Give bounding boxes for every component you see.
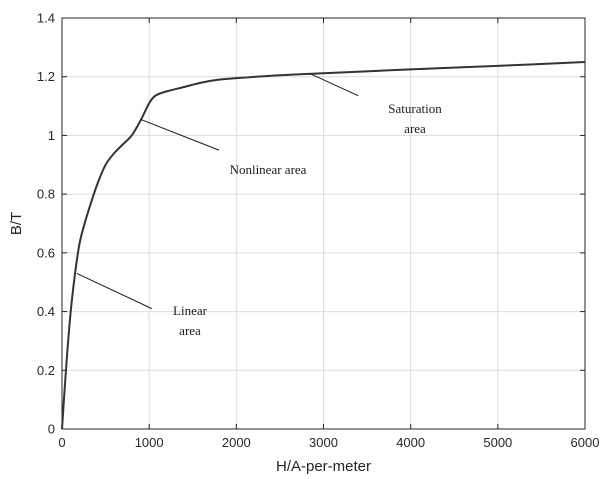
annotation-pointer [76,272,152,310]
y-tick-label: 0 [48,422,55,437]
x-tick-label: 4000 [396,435,425,450]
annotation-pointer [310,73,359,97]
x-tick-label: 6000 [571,435,600,450]
axis-ticks [61,17,586,430]
y-tick-label: 1.4 [37,11,55,26]
annotation-label: area [179,323,201,338]
x-tick-label: 2000 [222,435,251,450]
x-tick-label: 3000 [309,435,338,450]
x-axis-label: H/A-per-meter [276,458,371,475]
bh-curve-line [61,61,586,430]
annotation-label: Nonlinear area [230,162,307,177]
y-tick-label: 0.2 [37,363,55,378]
annotation-label: Saturation [388,101,442,116]
annotation-label: Linear [173,303,208,318]
annotation-label: area [404,121,426,136]
annotations: Saturation area Nonlinear area Linear area [76,73,442,338]
annotation-pointer [140,118,220,151]
x-tick-label: 5000 [483,435,512,450]
x-tick-labels: 0 1000 2000 3000 4000 5000 6000 [58,435,599,450]
y-axis-label: B/T [8,212,25,235]
y-tick-label: 0.8 [37,187,55,202]
y-tick-labels: 0 0.2 0.4 0.6 0.8 1 1.2 1.4 [37,11,55,437]
y-tick-label: 1 [48,128,55,143]
y-tick-label: 0.6 [37,245,55,260]
x-tick-label: 0 [58,435,65,450]
y-tick-label: 1.2 [37,69,55,84]
y-tick-label: 0.4 [37,304,55,319]
x-tick-label: 1000 [135,435,164,450]
